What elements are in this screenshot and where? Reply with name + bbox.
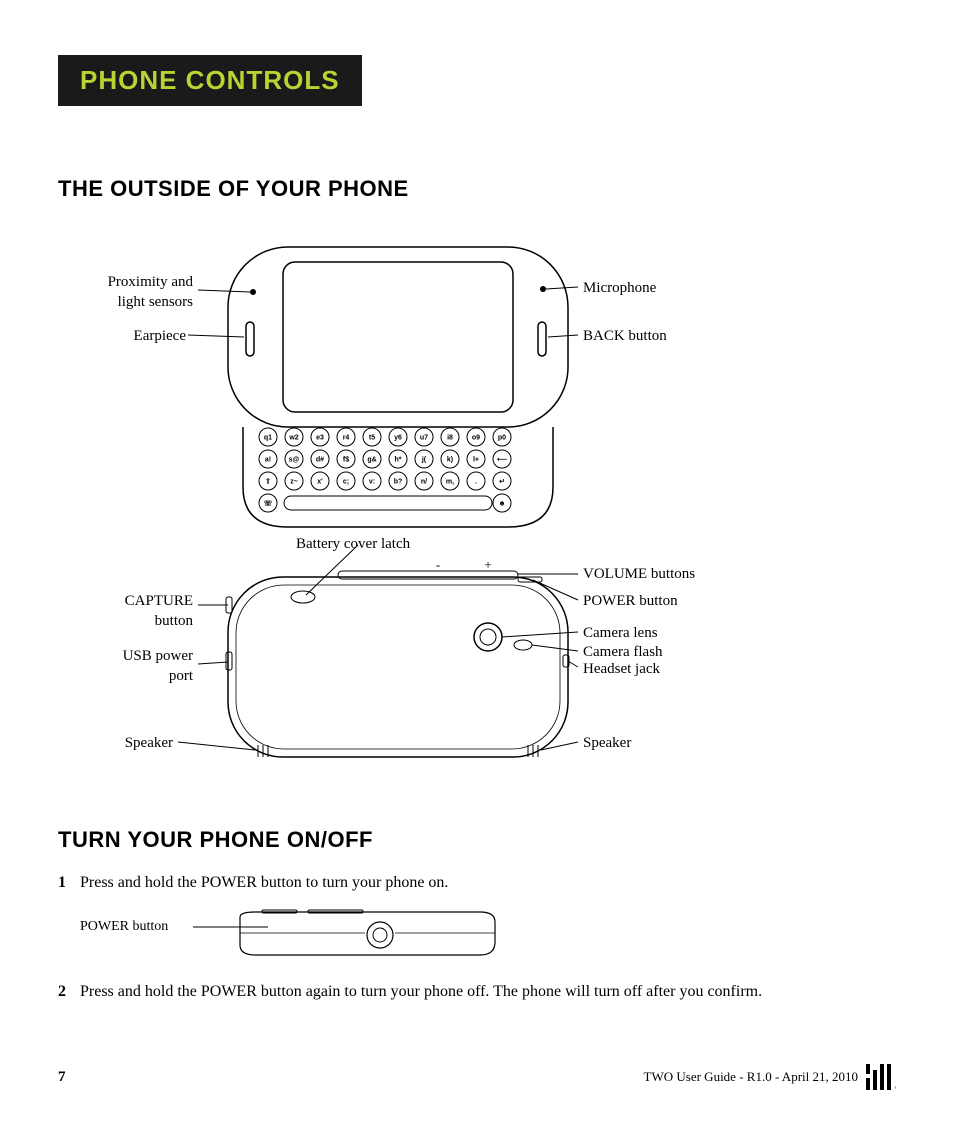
svg-text:g&: g&	[367, 457, 376, 464]
svg-text:t5: t5	[369, 435, 375, 442]
phone-diagram-svg: q1 w2 e3 r4 t5 y6 u7 i8 o9 p0 a! s@ d# f$ g&h* j( k) l+ ⟵ ⇧…	[58, 237, 894, 797]
label-usb: USB powerport	[58, 647, 193, 686]
svg-text:s@: s@	[289, 457, 300, 464]
phone-diagram: q1 w2 e3 r4 t5 y6 u7 i8 o9 p0 a! s@ d# f$ g&h* j( k) l+ ⟵ ⇧…	[58, 237, 894, 797]
label-power: POWER button	[583, 592, 678, 612]
svg-text:™: ™	[894, 1086, 896, 1090]
step-2: 2 Press and hold the POWER button again …	[58, 980, 894, 1004]
svg-text:.: .	[475, 479, 477, 486]
svg-text:k): k)	[447, 457, 453, 464]
step-1: 1 Press and hold the POWER button to tur…	[58, 871, 894, 895]
svg-text:f$: f$	[343, 457, 349, 464]
svg-text:z~: z~	[290, 479, 298, 486]
svg-text:u7: u7	[420, 435, 428, 442]
svg-text:n/: n/	[421, 479, 427, 486]
svg-text:c;: c;	[343, 479, 349, 486]
section-heading-outside: THE OUTSIDE OF YOUR PHONE	[58, 176, 954, 202]
kin-logo: ™	[866, 1064, 896, 1090]
svg-text:☻: ☻	[498, 501, 505, 508]
svg-text:q1: q1	[264, 435, 272, 442]
svg-text:v:: v:	[369, 479, 375, 486]
svg-text:r4: r4	[343, 435, 350, 442]
label-earpiece: Earpiece	[58, 327, 186, 347]
svg-text:y6: y6	[394, 435, 402, 442]
svg-text:-: -	[436, 557, 440, 572]
label-capture: CAPTUREbutton	[58, 592, 193, 631]
step-1-text: Press and hold the POWER button to turn …	[80, 871, 894, 895]
svg-text:b?: b?	[394, 479, 403, 486]
svg-text:m,: m,	[446, 479, 454, 486]
step-1-num: 1	[58, 871, 70, 895]
svg-text:i8: i8	[447, 435, 453, 442]
svg-text:⇧: ⇧	[265, 478, 271, 486]
instructions: 1 Press and hold the POWER button to tur…	[58, 871, 894, 1004]
step-2-num: 2	[58, 980, 70, 1004]
power-diagram: POWER button	[80, 907, 500, 962]
page-header: PHONE CONTROLS	[58, 55, 362, 106]
label-camera-lens: Camera lens	[583, 624, 658, 644]
svg-text:e3: e3	[316, 435, 324, 442]
svg-text:o9: o9	[472, 435, 480, 442]
svg-text:☏: ☏	[264, 500, 273, 508]
label-proximity: Proximity andlight sensors	[58, 273, 193, 312]
svg-text:j(: j(	[421, 457, 427, 464]
label-microphone: Microphone	[583, 279, 656, 299]
label-volume: VOLUME buttons	[583, 565, 695, 585]
label-back-button: BACK button	[583, 327, 667, 347]
label-speaker-left: Speaker	[58, 734, 173, 754]
label-headset: Headset jack	[583, 660, 660, 680]
svg-text:⟵: ⟵	[497, 457, 507, 464]
section-heading-power: TURN YOUR PHONE ON/OFF	[58, 827, 954, 853]
svg-text:p0: p0	[498, 435, 506, 442]
step-2-text: Press and hold the POWER button again to…	[80, 980, 894, 1004]
svg-text:+: +	[484, 557, 491, 572]
svg-text:l+: l+	[473, 457, 479, 464]
svg-text:↵: ↵	[499, 479, 505, 486]
label-battery-latch: Battery cover latch	[296, 535, 410, 555]
svg-text:w2: w2	[288, 435, 298, 442]
svg-text:h*: h*	[395, 457, 402, 464]
svg-text:x': x'	[317, 479, 323, 486]
doc-info: TWO User Guide - R1.0 - April 21, 2010	[644, 1069, 858, 1085]
page-number: 7	[58, 1069, 66, 1086]
svg-text:a!: a!	[265, 457, 271, 464]
svg-text:d#: d#	[316, 457, 324, 464]
footer: 7 TWO User Guide - R1.0 - April 21, 2010…	[58, 1064, 896, 1090]
label-speaker-right: Speaker	[583, 734, 631, 754]
